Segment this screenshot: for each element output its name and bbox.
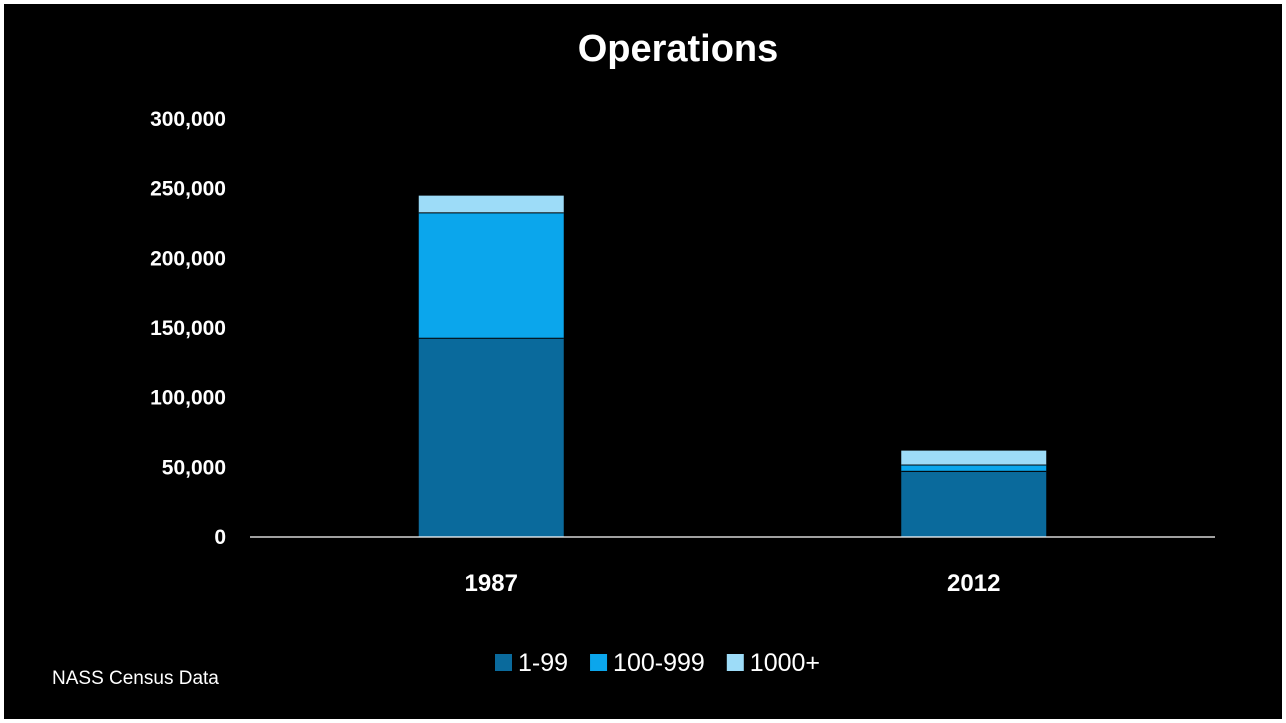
bars-layer: [418, 195, 1047, 537]
x-tick-label: 2012: [947, 570, 1000, 597]
y-tick-label: 300,000: [150, 108, 226, 131]
bar-segment-100999: [418, 212, 564, 338]
y-tick-label: 150,000: [150, 317, 226, 340]
bar-segment-1000: [418, 195, 564, 213]
y-tick-label: 200,000: [150, 247, 226, 270]
slide-background: Operations 0 50,000 100,000 150,000 200,000 2…: [4, 4, 1282, 719]
legend-swatch: [726, 654, 744, 671]
legend-swatch: [590, 654, 608, 671]
bar-segment-1000: [901, 450, 1047, 465]
chart-title: Operations: [578, 28, 779, 70]
legend-label: 1000+: [750, 649, 820, 677]
legend-swatch: [495, 654, 512, 671]
legend-label: 100-999: [613, 649, 705, 677]
y-tick-label: 0: [214, 526, 226, 549]
legend-label: 1-99: [518, 649, 568, 677]
bar-segment-199: [418, 337, 564, 537]
y-tick-label: 50,000: [162, 456, 226, 479]
legend: 1-99 100-999 1000+: [495, 649, 820, 677]
bar-segment-199: [901, 470, 1047, 537]
bar-segment-100999: [901, 464, 1047, 471]
source-note: NASS Census Data: [52, 668, 219, 689]
y-tick-label: 250,000: [150, 178, 226, 201]
axis-layer: 0 50,000 100,000 150,000 200,000 250,000 300,0…: [150, 108, 1215, 597]
x-tick-label: 1987: [465, 570, 518, 597]
stacked-bar-chart: Operations 0 50,000 100,000 150,000 200,000 2…: [52, 28, 1215, 689]
y-tick-label: 100,000: [150, 387, 226, 410]
